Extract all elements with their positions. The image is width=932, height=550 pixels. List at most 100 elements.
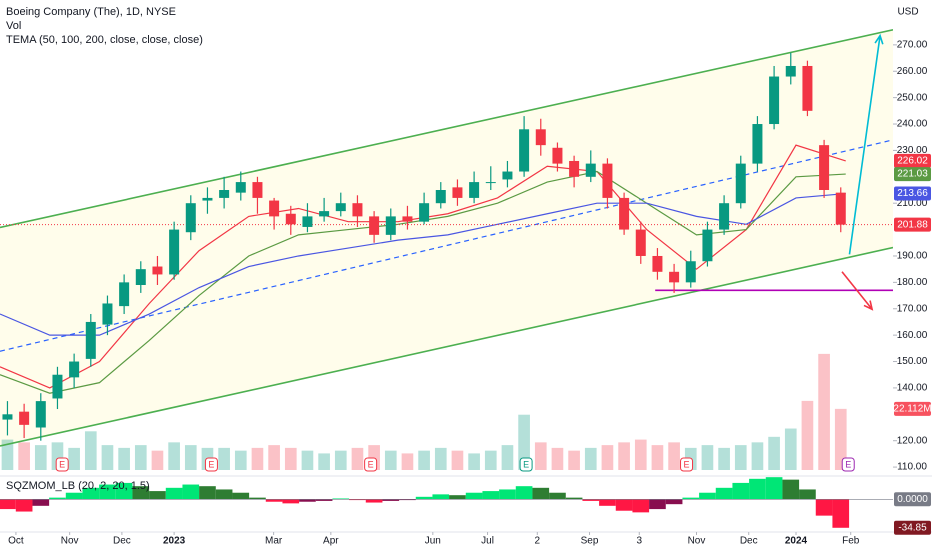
volume-bar (234, 450, 247, 470)
price-tag-label: 0.0000 (897, 494, 928, 505)
sqzmom-bar (299, 499, 316, 502)
candle-body (185, 203, 196, 233)
volume-bar (18, 442, 30, 470)
sqzmom-bar (532, 487, 550, 500)
earnings-label: E (59, 459, 65, 469)
x-tick-label: 2 (535, 536, 541, 547)
volume-bar (334, 450, 347, 470)
sqzmom-bar (582, 499, 600, 501)
y-tick-label: 190.00 (897, 251, 928, 262)
y-tick-label: 150.00 (897, 356, 928, 367)
price-tag-label: 201.88 (897, 219, 928, 230)
candle-body (85, 321, 96, 359)
volume-bar (768, 436, 780, 470)
candle-body (652, 255, 663, 272)
earnings-label: E (684, 459, 690, 469)
volume-bar (301, 450, 314, 470)
volume-bar (218, 447, 230, 470)
volume-bar (101, 445, 114, 470)
volume-bar (501, 445, 514, 470)
candle-body (602, 163, 613, 198)
price-tag (894, 186, 931, 201)
earnings-marker (680, 457, 694, 472)
sqzmom-bar (265, 499, 283, 502)
y-tick-label: 140.00 (897, 383, 928, 394)
price-tag (894, 167, 931, 182)
candle-body (385, 216, 396, 235)
sqzmom-bar (432, 494, 450, 500)
y-tick-label: 230.00 (897, 145, 928, 156)
candle-body (235, 182, 246, 193)
earnings-marker (364, 457, 378, 472)
candle-body (585, 163, 596, 177)
volume-bar (284, 447, 297, 470)
candle-body (519, 129, 530, 172)
volume-bar (518, 414, 530, 470)
candle-body (485, 182, 496, 184)
price-tag (894, 217, 931, 232)
earnings-label: E (208, 459, 214, 469)
price-tag-label: 226.02 (897, 156, 928, 167)
volume-bar (718, 447, 730, 470)
price-tag-label: 22.112M (893, 404, 931, 415)
sqzmom-bar (132, 486, 150, 500)
earnings-label: E (845, 459, 851, 469)
candle-body (769, 76, 780, 125)
sqzmom-bar (315, 499, 333, 501)
volume-bar (484, 450, 497, 470)
volume-bar (34, 445, 47, 470)
candle-body (685, 261, 696, 283)
candle-body (102, 303, 113, 325)
price-tag (894, 153, 931, 168)
volume-bar (401, 453, 414, 470)
volume-bar (834, 408, 847, 470)
volume-bar (634, 439, 647, 470)
sqzmom-bar (165, 487, 183, 500)
volume-bar (568, 450, 580, 470)
sqzmom-bar (115, 482, 133, 500)
sqzmom-bar (615, 499, 633, 511)
candle-body (785, 65, 796, 77)
sqzmom-bar (365, 499, 383, 503)
x-tick-label: Dec (113, 536, 131, 547)
candle-body (269, 200, 280, 217)
candle-body (419, 203, 430, 222)
sqzmom-bar (0, 499, 16, 510)
candle-body (285, 213, 296, 225)
x-tick-label: Oct (8, 536, 24, 547)
volume-bar (618, 442, 630, 470)
candle-body (802, 65, 813, 111)
x-tick-label: Jul (481, 536, 494, 547)
sqzmom-bar (549, 492, 566, 500)
y-tick-label: 180.00 (897, 277, 928, 288)
x-tick-label: Sep (581, 536, 599, 547)
price-tag (894, 401, 931, 416)
sqzmom-bar (149, 491, 166, 500)
volume-bar (734, 445, 747, 470)
sqzmom-bar (682, 497, 700, 500)
sqzmom-bar (799, 489, 816, 500)
x-tick-label: Jun (425, 536, 441, 547)
candle-body (635, 229, 646, 256)
volume-bar (184, 445, 197, 470)
volume-bar (751, 442, 764, 470)
candle-body (319, 211, 330, 217)
sqzmom-bar (215, 489, 233, 500)
candle-body (2, 414, 13, 420)
sqzmom-bar (649, 499, 666, 510)
candle-body (752, 124, 763, 164)
candle-body (69, 361, 80, 378)
volume-bar (151, 450, 164, 470)
main-pane (0, 29, 893, 470)
sqzmom-bar (565, 497, 583, 500)
sqzmom-bar (732, 482, 750, 500)
volume-bar (418, 450, 430, 470)
price-tag-label: -34.85 (898, 522, 927, 533)
sqzmom-bar (49, 497, 66, 500)
sqzmom-bar (99, 484, 116, 500)
earnings-label: E (523, 459, 529, 469)
sqzmom-bar (749, 478, 766, 500)
candle-body (502, 171, 513, 180)
